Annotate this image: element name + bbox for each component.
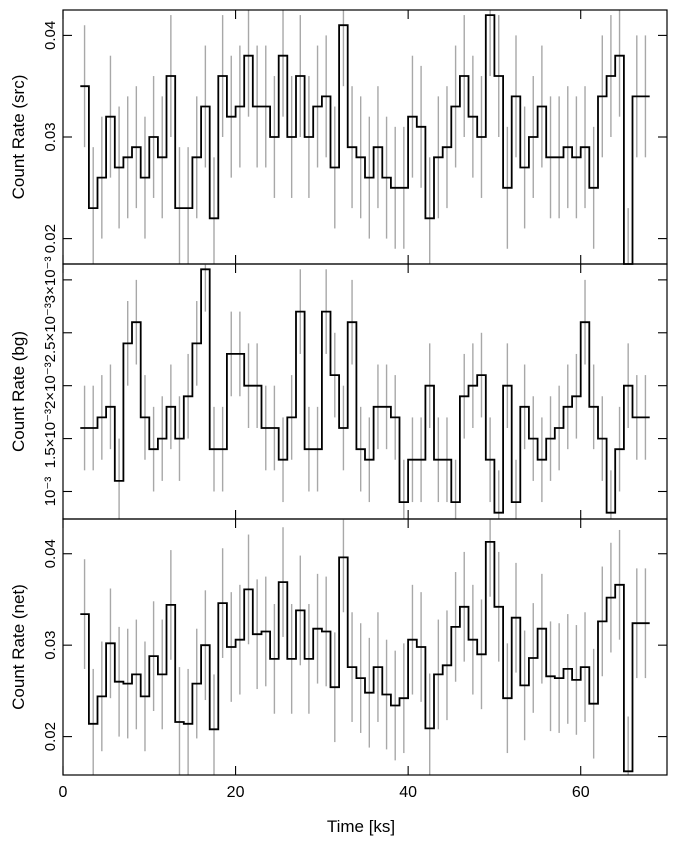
x-tick-label: 60 xyxy=(572,784,590,801)
error-bars-net xyxy=(83,519,647,775)
x-tick-label: 40 xyxy=(399,784,417,801)
y-tick-label-src: 0.04 xyxy=(42,21,59,50)
y-axis-label-net: Count Rate (net) xyxy=(9,584,28,710)
y-tick-label-net: 0.02 xyxy=(42,722,59,751)
y-tick-label-bg: 3×10⁻³ xyxy=(42,257,59,304)
panel-bg: 10⁻³ 1.5×10⁻³2×10⁻³2.5×10⁻³3×10⁻³ Count Ra… xyxy=(9,257,668,520)
panel-frame-net xyxy=(62,518,668,776)
step-curve-bg xyxy=(80,268,650,514)
x-tick-label: 0 xyxy=(59,784,68,801)
error-bars-bg xyxy=(83,264,647,519)
step-curve-net xyxy=(80,541,650,773)
panels: 0.02 0.03 0.04 Count Rate (src) 10⁻³ 1.5×10⁻³… xyxy=(9,9,668,801)
y-tick-label-src: 0.02 xyxy=(42,224,59,253)
panel-net: 0 20 40 60 0.02 0.03 0.04 Count Rate (net) xyxy=(9,518,668,801)
y-tick-label-bg: 1.5×10⁻³ xyxy=(42,409,59,468)
y-tick-label-bg: 10⁻³ xyxy=(42,477,59,507)
error-bars-src xyxy=(83,10,647,264)
y-tick-label-src: 0.03 xyxy=(42,122,59,151)
y-tick-label-bg: 2.5×10⁻³ xyxy=(42,303,59,362)
y-tick-label-bg: 2×10⁻³ xyxy=(42,362,59,409)
step-curve-src xyxy=(80,14,650,265)
y-axis-label-src: Count Rate (src) xyxy=(9,75,28,200)
y-tick-label-net: 0.03 xyxy=(42,631,59,660)
panel-src: 0.02 0.03 0.04 Count Rate (src) xyxy=(9,9,668,265)
y-axis-label-bg: Count Rate (bg) xyxy=(9,331,28,452)
x-tick-label: 20 xyxy=(227,784,245,801)
x-axis-label: Time [ks] xyxy=(327,817,395,836)
y-tick-label-net: 0.04 xyxy=(42,539,59,568)
